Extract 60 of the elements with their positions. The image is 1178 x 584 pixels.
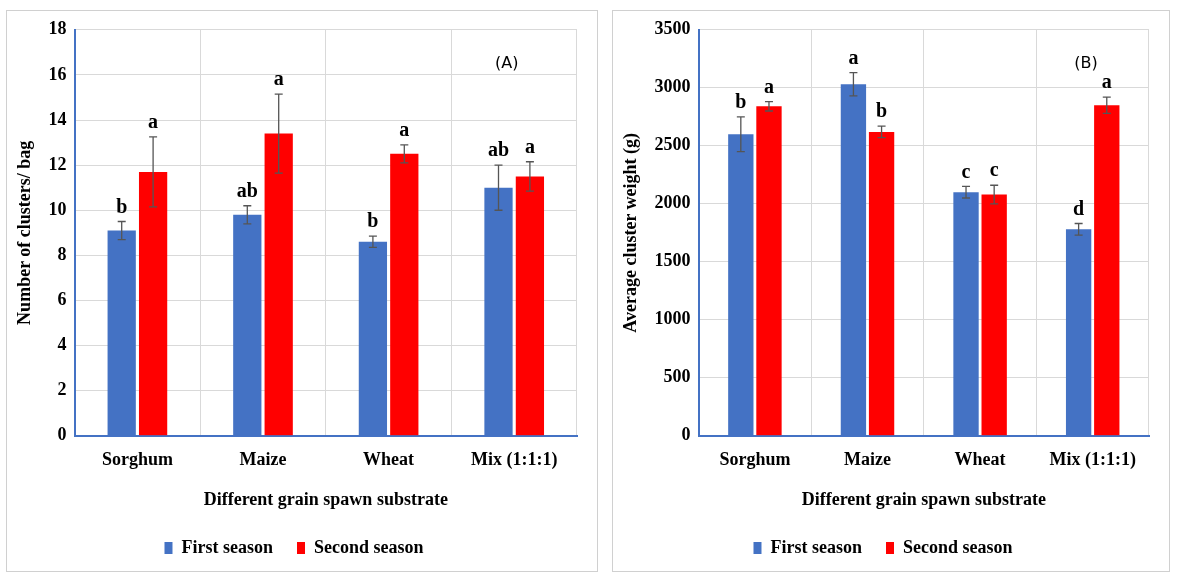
- data-label: a: [273, 67, 284, 90]
- y-tick-label: 2: [57, 379, 67, 400]
- y-tick-label: 1000: [654, 308, 691, 329]
- legend-label: Second season: [902, 536, 1013, 557]
- x-tick-label: Mix (1:1:1): [1049, 449, 1136, 471]
- x-tick-label: Maize: [239, 449, 287, 470]
- y-tick-label: 3500: [654, 18, 691, 39]
- data-label: c: [961, 159, 971, 182]
- data-label: ab: [487, 138, 510, 161]
- data-label: a: [524, 134, 535, 157]
- annotation: (A): [494, 52, 519, 72]
- data-label: a: [399, 118, 410, 141]
- data-label: b: [116, 194, 128, 217]
- x-axis-title: Different grain spawn substrate: [801, 488, 1046, 509]
- bar: [138, 171, 168, 436]
- data-label: b: [367, 209, 379, 232]
- x-tick-label: Wheat: [363, 449, 415, 470]
- data-label: b: [876, 99, 888, 122]
- data-label: d: [1073, 196, 1085, 219]
- y-tick-label: 14: [48, 108, 67, 129]
- x-tick-label: Wheat: [954, 449, 1006, 470]
- x-tick-label: Sorghum: [719, 449, 791, 470]
- y-tick-label: 3000: [654, 76, 691, 97]
- y-tick-label: 0: [681, 424, 691, 445]
- data-label: a: [148, 110, 159, 133]
- y-tick-label: 500: [663, 366, 691, 387]
- y-tick-label: 2500: [654, 134, 691, 155]
- y-tick-label: 16: [48, 63, 67, 84]
- data-label: a: [763, 74, 774, 97]
- data-label: ab: [236, 178, 258, 201]
- x-tick-label: Mix (1:1:1): [470, 449, 558, 471]
- data-label: b: [735, 89, 747, 112]
- bar: [868, 131, 895, 436]
- data-label: a: [848, 45, 859, 68]
- y-tick-label: 6: [57, 289, 67, 310]
- y-tick-label: 10: [48, 198, 67, 219]
- y-tick-label: 18: [48, 18, 67, 39]
- data-label: c: [989, 158, 999, 181]
- y-axis-title: Average cluster weight (g): [620, 132, 642, 333]
- x-tick-label: Maize: [844, 449, 891, 470]
- x-tick-label: Sorghum: [101, 449, 173, 470]
- legend-label: First season: [181, 536, 273, 557]
- bar: [264, 133, 293, 436]
- data-label: a: [1101, 70, 1112, 93]
- y-tick-label: 8: [57, 244, 67, 265]
- bar: [981, 194, 1007, 436]
- annotation: (B): [1074, 52, 1098, 72]
- bar: [515, 176, 545, 436]
- y-tick-label: 1500: [654, 250, 691, 271]
- y-tick-label: 12: [48, 153, 67, 174]
- y-tick-label: 0: [57, 424, 67, 445]
- legend-label: Second season: [313, 536, 424, 557]
- bar: [1094, 105, 1120, 436]
- bar: [390, 153, 419, 436]
- y-axis-title: Number of clusters/ bag: [14, 140, 35, 325]
- y-tick-label: 2000: [654, 192, 691, 213]
- legend-label: First season: [770, 536, 862, 557]
- bar: [756, 106, 782, 436]
- x-axis-title: Different grain spawn substrate: [203, 488, 448, 509]
- y-tick-label: 4: [57, 334, 67, 355]
